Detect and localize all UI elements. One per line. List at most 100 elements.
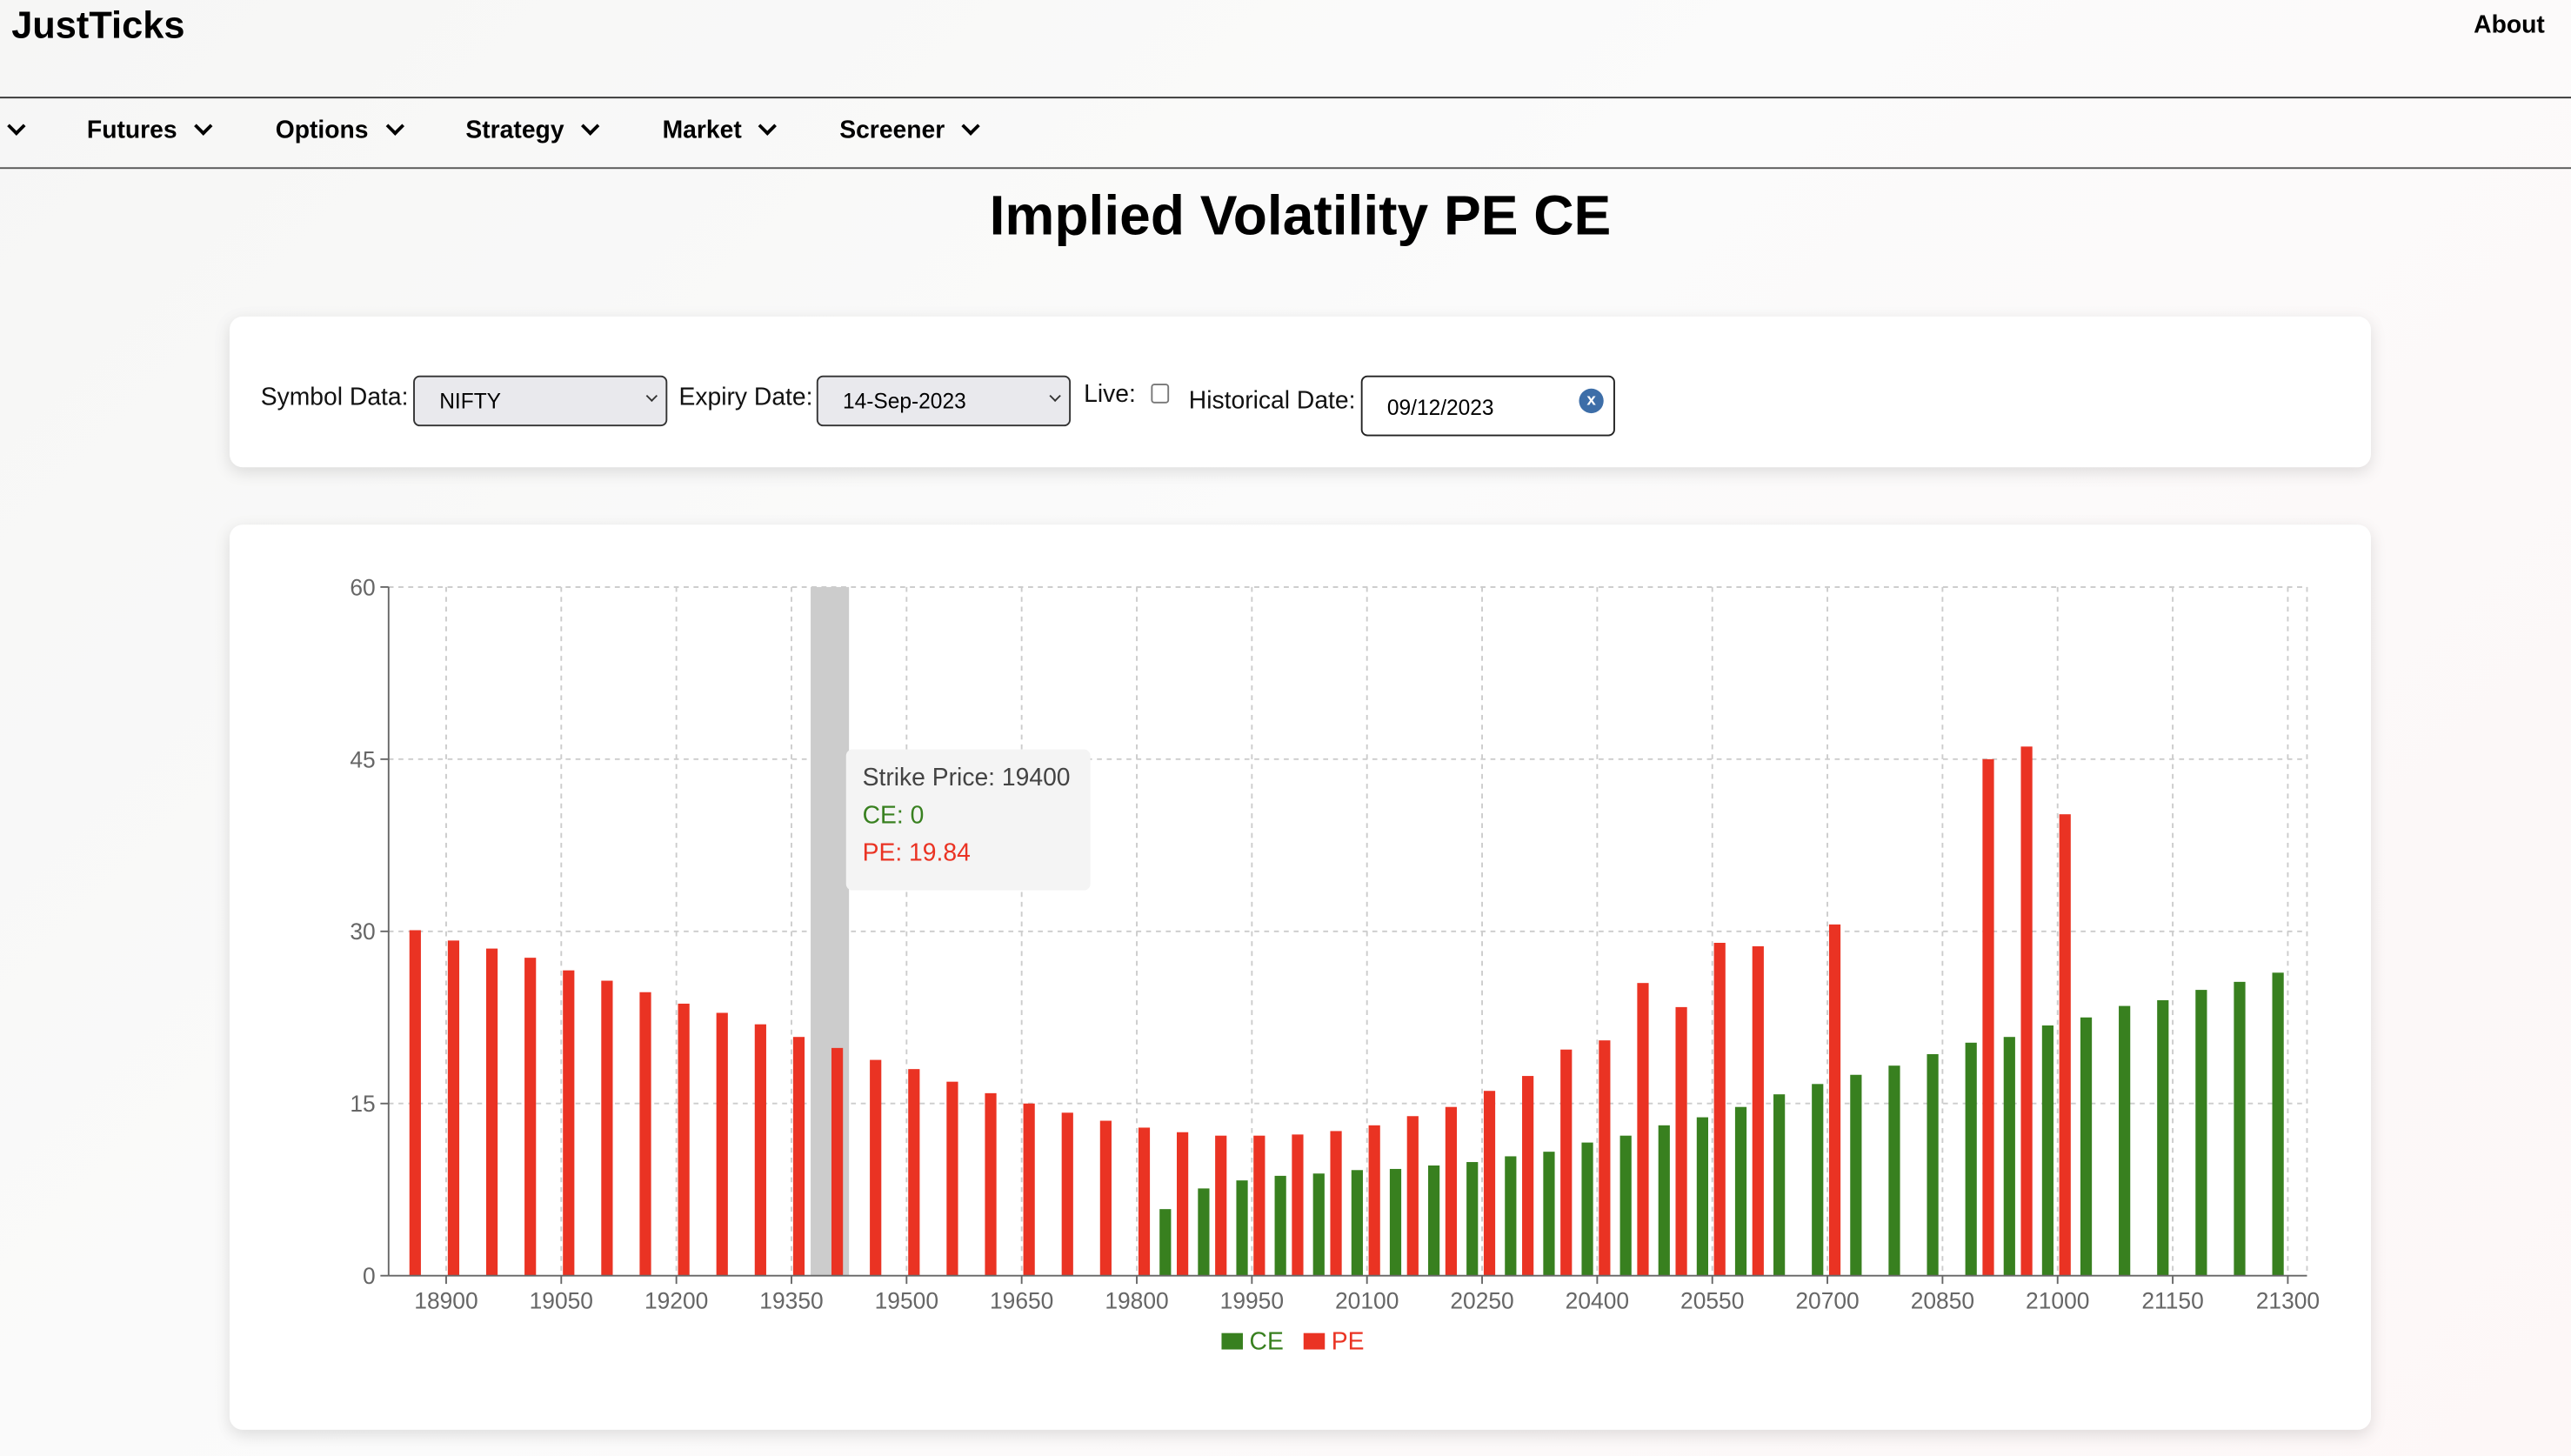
pe-bar	[1023, 1103, 1035, 1276]
y-tick-label: 15	[350, 1091, 375, 1117]
ce-bar	[2157, 999, 2169, 1276]
symbol-label: Symbol Data:	[260, 384, 409, 412]
y-tick-label: 45	[350, 746, 375, 772]
nav-screener[interactable]: Screener	[839, 116, 981, 144]
expiry-value: 14-Sep-2023	[842, 388, 966, 414]
chart-tooltip: Strike Price: 19400 CE: 0 PE: 19.84	[845, 749, 1091, 891]
pe-bar	[1061, 1112, 1073, 1276]
nav-options[interactable]: Options	[276, 117, 404, 144]
x-tick-label: 20100	[1335, 1287, 1399, 1313]
ce-bar	[2080, 1017, 2093, 1276]
divider	[0, 167, 2571, 170]
x-tick-label: 21150	[2141, 1287, 2203, 1313]
x-tick-label: 19650	[990, 1287, 1053, 1313]
pe-bar	[716, 1012, 728, 1276]
pe-bar	[1406, 1116, 1419, 1276]
ce-bar	[2041, 1025, 2054, 1276]
about-link[interactable]: About	[2474, 11, 2545, 40]
ce-bar	[1888, 1065, 1900, 1276]
pe-bar	[1828, 924, 1841, 1276]
x-tick-label: 20700	[1795, 1287, 1859, 1313]
ce-bar	[1389, 1168, 1402, 1276]
x-tick-label: 19800	[1105, 1287, 1168, 1313]
pe-bar	[1292, 1134, 1304, 1276]
ce-bar	[1773, 1094, 1786, 1276]
historical-date-label: Historical Date:	[1188, 386, 1356, 415]
ce-bar	[2195, 990, 2207, 1276]
ce-bar	[1734, 1106, 1747, 1276]
x-tick-label: 20850	[1911, 1287, 1974, 1313]
ce-swatch-icon	[1221, 1332, 1243, 1350]
pe-bar	[1522, 1076, 1534, 1276]
pe-bar	[1099, 1120, 1112, 1276]
nav-label: Futures	[86, 116, 177, 144]
nav-label: Screener	[839, 116, 945, 144]
tooltip-ce: CE: 0	[862, 801, 925, 830]
pe-bar	[601, 980, 613, 1276]
symbol-select[interactable]: NIFTY	[413, 375, 668, 427]
pe-bar	[792, 1037, 805, 1276]
legend-ce[interactable]: CE	[1221, 1328, 1284, 1356]
ce-bar	[1965, 1042, 1977, 1276]
pe-bar	[1330, 1131, 1342, 1276]
pe-bar	[1138, 1127, 1151, 1276]
nav-label: Market	[662, 116, 742, 144]
nav-futures[interactable]: Futures	[86, 116, 213, 144]
pe-bar	[678, 1003, 690, 1276]
ce-bar	[1274, 1175, 1286, 1276]
pe-bar	[908, 1069, 920, 1276]
page-title: Implied Volatility PE CE	[989, 185, 1612, 248]
pe-bar	[409, 930, 421, 1276]
pe-bar	[1675, 1006, 1687, 1276]
ce-bar	[1812, 1084, 1824, 1276]
symbol-value: NIFTY	[439, 388, 502, 414]
nav-strategy[interactable]: Strategy	[465, 116, 600, 144]
pe-bar	[485, 948, 498, 1276]
historical-date-value: 09/12/2023	[1386, 395, 1494, 420]
pe-bar	[1215, 1135, 1227, 1276]
logo[interactable]: JustTicks	[11, 3, 185, 46]
pe-swatch-icon	[1303, 1332, 1326, 1350]
x-tick-label: 20250	[1450, 1287, 1513, 1313]
hover-highlight	[811, 586, 850, 1276]
x-tick-label: 20550	[1680, 1287, 1744, 1313]
pe-bar	[1177, 1132, 1189, 1276]
x-tick-label: 19950	[1220, 1287, 1284, 1313]
ce-bar	[1927, 1053, 1939, 1276]
live-checkbox[interactable]	[1151, 384, 1170, 404]
pe-bar	[563, 970, 575, 1276]
ce-bar	[1428, 1165, 1440, 1276]
pe-bar	[2059, 814, 2071, 1276]
ce-bar	[1236, 1180, 1248, 1276]
live-label: Live:	[1084, 380, 1136, 409]
ce-bar	[1312, 1173, 1325, 1276]
y-tick-label: 30	[350, 918, 375, 945]
filter-panel: Symbol Data: NIFTY Expiry Date: 14-Sep-2…	[229, 316, 2371, 468]
legend-pe-label: PE	[1331, 1328, 1365, 1357]
ce-bar	[2272, 972, 2284, 1276]
pe-bar	[1713, 942, 1726, 1276]
ce-bar	[1543, 1152, 1555, 1276]
divider	[0, 97, 2571, 99]
pe-bar	[985, 1092, 997, 1276]
chart-panel	[229, 524, 2371, 1430]
pe-bar	[1368, 1125, 1380, 1276]
historical-date-input[interactable]: 09/12/2023 x	[1360, 375, 1615, 437]
x-tick-label: 21000	[2026, 1287, 2089, 1313]
expiry-select[interactable]: 14-Sep-2023	[816, 375, 1072, 427]
x-tick-label: 21300	[2256, 1287, 2320, 1313]
pe-bar	[1253, 1135, 1265, 1276]
x-tick-label: 19350	[759, 1287, 823, 1313]
tooltip-pe: PE: 19.84	[862, 839, 971, 868]
pe-bar	[1982, 758, 1994, 1276]
nav-market[interactable]: Market	[662, 116, 778, 144]
ce-bar	[1619, 1135, 1632, 1276]
pe-bar	[524, 958, 537, 1276]
pe-bar	[447, 940, 460, 1276]
ce-bar	[1850, 1074, 1862, 1276]
clear-date-icon[interactable]: x	[1579, 388, 1604, 414]
x-tick-label: 20400	[1566, 1287, 1629, 1313]
nav-label: Strategy	[465, 116, 564, 144]
legend-pe[interactable]: PE	[1303, 1328, 1365, 1357]
